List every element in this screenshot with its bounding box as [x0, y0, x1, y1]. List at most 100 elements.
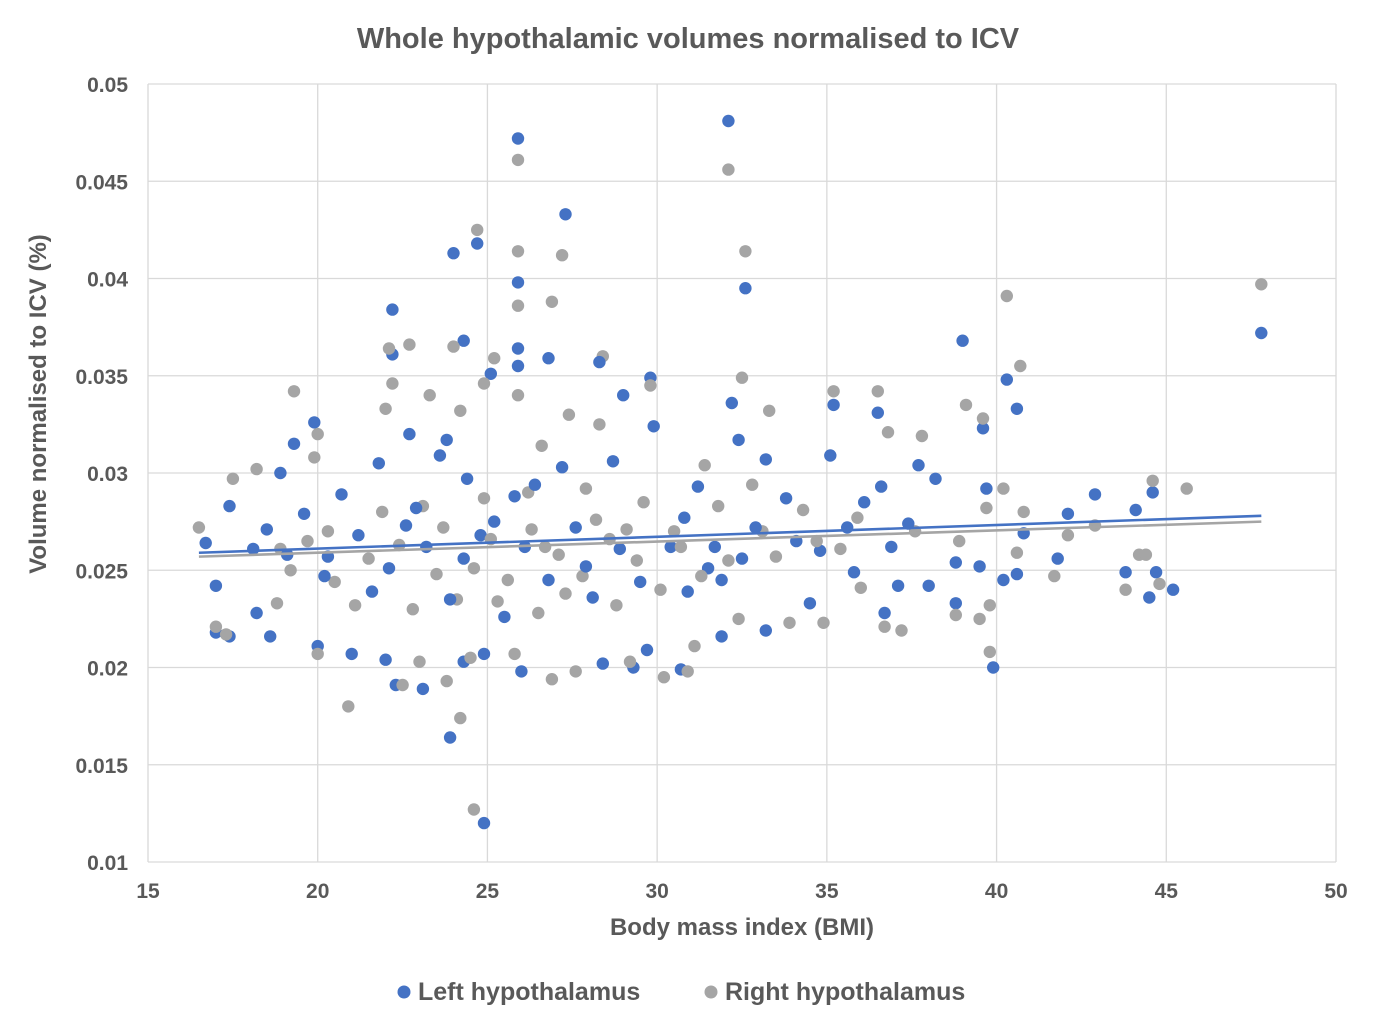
left-hypothalamus-point	[433, 449, 447, 462]
right-hypothalamus-point	[1119, 583, 1132, 596]
right-hypothalamus-point	[464, 651, 477, 664]
right-hypothalamus-point	[382, 342, 396, 355]
left-hypothalamus-point	[515, 665, 528, 678]
left-hypothalamus-point	[488, 515, 501, 528]
left-hypothalamus-point	[1010, 567, 1024, 581]
left-hypothalamus-point	[708, 540, 721, 554]
right-hypothalamus-point	[511, 389, 525, 402]
left-hypothalamus-point	[1149, 566, 1163, 579]
left-hypothalamus-point	[732, 433, 745, 447]
left-hypothalamus-point	[1061, 507, 1075, 520]
left-hypothalamus-point	[1010, 402, 1024, 415]
left-hypothalamus-point	[416, 682, 430, 696]
trendlines	[198, 514, 1262, 558]
right-hypothalamus-point	[287, 385, 301, 398]
left-hypothalamus-point	[1000, 373, 1013, 386]
left-hypothalamus-point	[555, 461, 569, 474]
left-hypothalamus-point	[345, 647, 358, 661]
right-hypothalamus-point	[895, 624, 908, 637]
y-axis-ticks: 0.01 0.015 0.02 0.025 0.03 0.035 0.04 0.045 0.05	[75, 74, 128, 875]
chart-title: Whole hypothalamic volumes normalised to…	[357, 23, 1020, 55]
right-hypothalamus-point	[722, 554, 735, 567]
left-hypothalamus-point	[664, 540, 677, 554]
right-hypothalamus-point	[379, 402, 392, 415]
x-tick-label: 40	[985, 880, 1008, 903]
right-hypothalamus-point	[630, 554, 643, 567]
right-hypothalamus-point	[219, 628, 233, 641]
x-axis-label: Body mass index (BMI)	[610, 914, 874, 941]
right-hypothalamus-point	[270, 597, 284, 610]
left-hypothalamus-point	[596, 657, 609, 670]
left-hypothalamus-point	[715, 573, 728, 587]
left-hypothalamus-point	[474, 529, 487, 542]
right-hypothalamus-point	[810, 534, 823, 548]
right-hypothalamus-point	[447, 340, 460, 353]
right-hypothalamus-point	[555, 249, 569, 262]
left-hypothalamus-point	[498, 610, 511, 624]
left-hypothalamus-point	[586, 591, 599, 604]
left-hypothalamus-point	[579, 560, 593, 573]
right-hypothalamus-point	[667, 525, 681, 538]
grid-lines	[147, 83, 1337, 863]
right-hypothalamus-point	[589, 513, 603, 526]
left-hypothalamus-point	[386, 303, 399, 316]
right-hypothalamus-point	[1146, 474, 1159, 487]
right-hypothalamus-point	[834, 542, 847, 556]
left-hypothalamus-point	[471, 237, 484, 250]
left-hypothalamus-point	[803, 597, 817, 610]
right-hypothalamus-point	[1139, 548, 1153, 561]
right-hypothalamus-point	[569, 665, 582, 678]
right-hypothalamus-point	[1000, 289, 1013, 303]
left-hypothalamus-point	[569, 521, 582, 534]
left-hypothalamus-point	[617, 389, 630, 402]
left-hypothalamus-point	[308, 416, 321, 429]
left-hypothalamus-point	[1129, 503, 1142, 517]
left-hypothalamus-point	[1255, 326, 1268, 340]
left-hypothalamus-point	[382, 562, 396, 575]
right-hypothalamus-point	[983, 645, 996, 659]
right-hypothalamus-point	[722, 163, 735, 176]
right-hypothalamus-point	[610, 599, 623, 612]
left-hypothalamus-point	[264, 630, 277, 643]
left-hypothalamus-point	[759, 453, 772, 466]
left-hypothalamus-point	[457, 552, 470, 565]
right-hypothalamus-point	[980, 501, 993, 515]
y-axis-label: Volume normalised to ICV (%)	[25, 234, 52, 574]
right-hypothalamus-point	[1180, 482, 1193, 495]
left-hypothalamus-point	[827, 398, 840, 412]
left-hypothalamus-point	[250, 606, 263, 620]
left-hypothalamus-point	[973, 560, 986, 573]
left-hypothalamus-point	[287, 437, 301, 450]
right-hypothalamus-point	[301, 534, 314, 548]
right-hypothalamus-point	[311, 647, 324, 661]
right-hypothalamus-point	[959, 398, 973, 412]
right-hypothalamus-point	[488, 352, 501, 365]
left-hypothalamus-point	[949, 556, 962, 569]
left-hypothalamus-point	[841, 521, 854, 534]
right-hypothalamus-point	[511, 299, 525, 312]
left-hypothalamus-point	[976, 422, 990, 435]
right-hypothalamus-point	[1010, 546, 1024, 559]
left-hypothalamus-point	[681, 585, 694, 598]
left-hypothalamus-point	[443, 731, 457, 744]
right-hypothalamus-point	[471, 223, 484, 237]
right-hypothalamus-point	[545, 295, 559, 308]
legend-right-hypothalamus: Right hypothalamus	[704, 978, 965, 1006]
left-hypothalamus-point	[885, 540, 898, 554]
left-hypothalamus-point	[956, 334, 969, 347]
right-hypothalamus-point	[674, 540, 688, 554]
left-hypothalamus-point	[813, 544, 827, 557]
left-hypothalamus-point	[399, 519, 413, 532]
right-hypothalamus-point	[997, 482, 1010, 495]
left-hypothalamus-point	[447, 247, 460, 260]
left-hypothalamus-point	[409, 501, 423, 515]
right-hypothalamus-point	[746, 478, 759, 491]
right-hypothalamus-point	[915, 429, 929, 443]
x-tick-label: 25	[476, 880, 500, 903]
right-hypothalamus-point	[532, 606, 545, 620]
left-hypothalamus-point	[440, 433, 453, 447]
left-hypothalamus-point	[640, 643, 654, 657]
left-hypothalamus-point	[260, 523, 273, 536]
left-hypothalamus-point	[606, 455, 620, 468]
